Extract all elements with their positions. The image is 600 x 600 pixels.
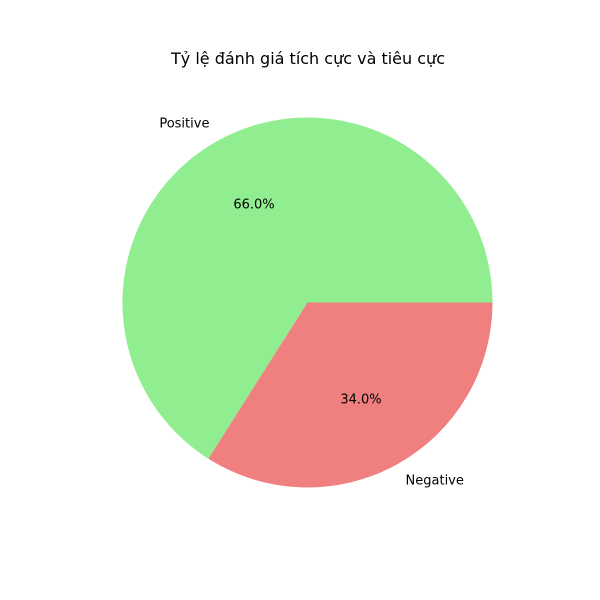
pie-slice-negative [208, 302, 493, 488]
percent-label-negative: 34.0% [340, 392, 381, 407]
percent-label-positive: 66.0% [233, 198, 274, 213]
slice-label-positive: Positive [159, 117, 209, 132]
pie-slice-positive [122, 117, 493, 459]
pie-slices [122, 117, 493, 488]
pie-labels: Positive 66.0% Negative 34.0% [159, 117, 464, 489]
slice-label-negative: Negative [406, 473, 464, 488]
chart-title: Tỷ lệ đánh giá tích cực và tiêu cực [170, 49, 445, 68]
